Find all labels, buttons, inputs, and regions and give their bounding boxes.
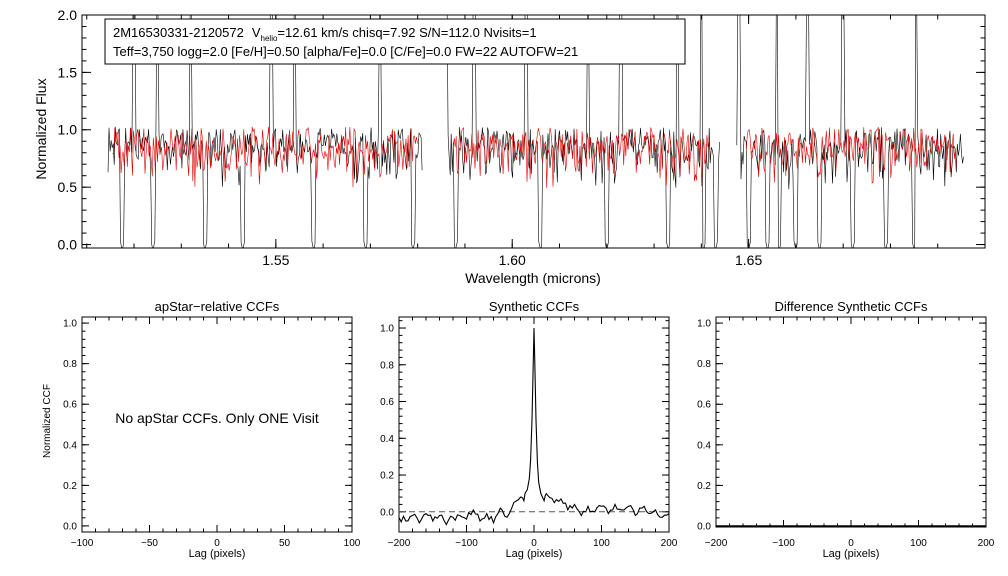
difference-ccf-x-tick-label: 100 bbox=[910, 538, 927, 549]
spectrum-x-tick-label: 1.65 bbox=[735, 252, 762, 268]
spectrum-x-tick-label: 1.55 bbox=[262, 252, 289, 268]
synthetic-ccf-x-tick-label: 0 bbox=[531, 538, 537, 549]
spectrum-y-tick-label: 1.5 bbox=[58, 64, 78, 80]
spectrum-frame bbox=[81, 14, 986, 249]
difference-ccf-y-tick-label: 0.8 bbox=[697, 359, 711, 370]
difference-ccf-frame bbox=[715, 316, 987, 528]
difference-ccf-y-tick-label: 0.2 bbox=[697, 481, 711, 492]
apstar-ccf-x-tick-label: 100 bbox=[344, 538, 361, 549]
synthetic-ccf-y-tick-label: 0.8 bbox=[380, 360, 394, 371]
spectrum-y-label: Normalized Flux bbox=[33, 78, 49, 179]
synthetic-ccf-y-tick-label: 0.2 bbox=[380, 471, 394, 482]
spectrum-x-tick-label: 1.60 bbox=[499, 252, 526, 268]
model-spectrum-line bbox=[745, 127, 957, 184]
observed-spectrum-line bbox=[736, 15, 964, 248]
apstar-ccf-x-tick-label: −50 bbox=[141, 538, 158, 549]
info-box-frame bbox=[104, 18, 686, 65]
difference-ccf-x-label: Lag (pixels) bbox=[823, 548, 880, 560]
spectrum-x-label: Wavelength (microns) bbox=[465, 270, 601, 286]
apstar-ccf-x-tick-label: −100 bbox=[71, 538, 94, 549]
apstar-ccf-x-tick-label: 0 bbox=[214, 538, 220, 549]
apstar-ccf-y-label: Normalized CCF bbox=[42, 384, 53, 458]
synthetic-ccf-x-tick-label: 100 bbox=[593, 538, 610, 549]
spectrum-info-box: 2M16530331-2120572 Vhelio=12.61 km/s chis… bbox=[104, 18, 686, 65]
spectrum-y-tick-label: 1.0 bbox=[58, 122, 78, 138]
apstar-ccf-y-tick-label: 0.2 bbox=[63, 481, 77, 492]
difference-ccf-title: Difference Synthetic CCFs bbox=[775, 299, 928, 314]
synthetic-ccf-panel: −200 −100 0 100 200 0.0 0.2 0.4 0.6 0.8 1.0 bbox=[380, 316, 678, 549]
difference-ccf-x-tick-label: −100 bbox=[772, 538, 795, 549]
apstar-ccf-y-tick-label: 0.4 bbox=[63, 440, 77, 451]
difference-ccf-x-tick-label: 0 bbox=[848, 538, 854, 549]
difference-ccf-y-tick-label: 0.4 bbox=[697, 440, 711, 451]
info-line-1: 2M16530331-2120572 Vhelio=12.61 km/s chis… bbox=[113, 25, 537, 43]
difference-ccf-x-tick-label: −200 bbox=[705, 538, 728, 549]
apstar-ccf-panel: −100 −50 0 50 100 0.0 0.2 0.4 0.6 0.8 1.0 bbox=[63, 316, 361, 549]
difference-ccf-x-tick-label: 200 bbox=[978, 538, 995, 549]
info-line-2: Teff=3,750 logg=2.0 [Fe/H]=0.50 [alpha/F… bbox=[113, 44, 578, 59]
difference-ccf-y-tick-label: 0.0 bbox=[697, 521, 711, 532]
apstar-ccf-title: apStar−relative CCFs bbox=[155, 299, 280, 314]
spectrum-y-tick-label: 0.5 bbox=[58, 179, 78, 195]
apstar-ccf-x-tick-label: 50 bbox=[279, 538, 291, 549]
apstar-ccf-note: No apStar CCFs. Only ONE Visit bbox=[115, 410, 319, 426]
synthetic-ccf-line bbox=[398, 327, 670, 526]
apstar-ccf-y-tick-label: 0.6 bbox=[63, 400, 77, 411]
synthetic-ccf-x-label: Lag (pixels) bbox=[506, 548, 563, 560]
synthetic-ccf-x-tick-label: −100 bbox=[455, 538, 478, 549]
difference-ccf-panel: −200 −100 0 100 200 0.0 0.2 0.4 0.6 0.8 1.0 bbox=[697, 316, 995, 549]
synthetic-ccf-y-tick-label: 0.0 bbox=[380, 507, 394, 518]
difference-ccf-y-tick-label: 0.6 bbox=[697, 400, 711, 411]
spectrum-y-tick-label: 0.0 bbox=[58, 236, 78, 252]
synthetic-ccf-title: Synthetic CCFs bbox=[489, 299, 580, 314]
difference-ccf-y-tick-label: 1.0 bbox=[697, 319, 711, 330]
apstar-ccf-y-tick-label: 0.8 bbox=[63, 359, 77, 370]
spectrum-panel: 1.55 1.60 1.65 0.0 0.5 1.0 1.5 2.0 bbox=[58, 7, 986, 268]
synthetic-ccf-y-tick-label: 0.6 bbox=[380, 397, 394, 408]
apstar-ccf-y-tick-label: 0.0 bbox=[63, 521, 77, 532]
synthetic-ccf-y-tick-label: 0.4 bbox=[380, 434, 394, 445]
apstar-ccf-x-label: Lag (pixels) bbox=[189, 548, 246, 560]
apstar-ccf-y-tick-label: 1.0 bbox=[63, 319, 77, 330]
model-spectrum-line bbox=[452, 127, 711, 188]
observed-spectrum-line bbox=[446, 15, 720, 248]
synthetic-ccf-y-tick-label: 1.0 bbox=[380, 324, 394, 335]
spectrum-y-tick-label: 2.0 bbox=[58, 7, 78, 23]
model-spectrum-line bbox=[112, 126, 418, 188]
synthetic-ccf-x-tick-label: −200 bbox=[388, 538, 411, 549]
synthetic-ccf-x-tick-label: 200 bbox=[661, 538, 678, 549]
